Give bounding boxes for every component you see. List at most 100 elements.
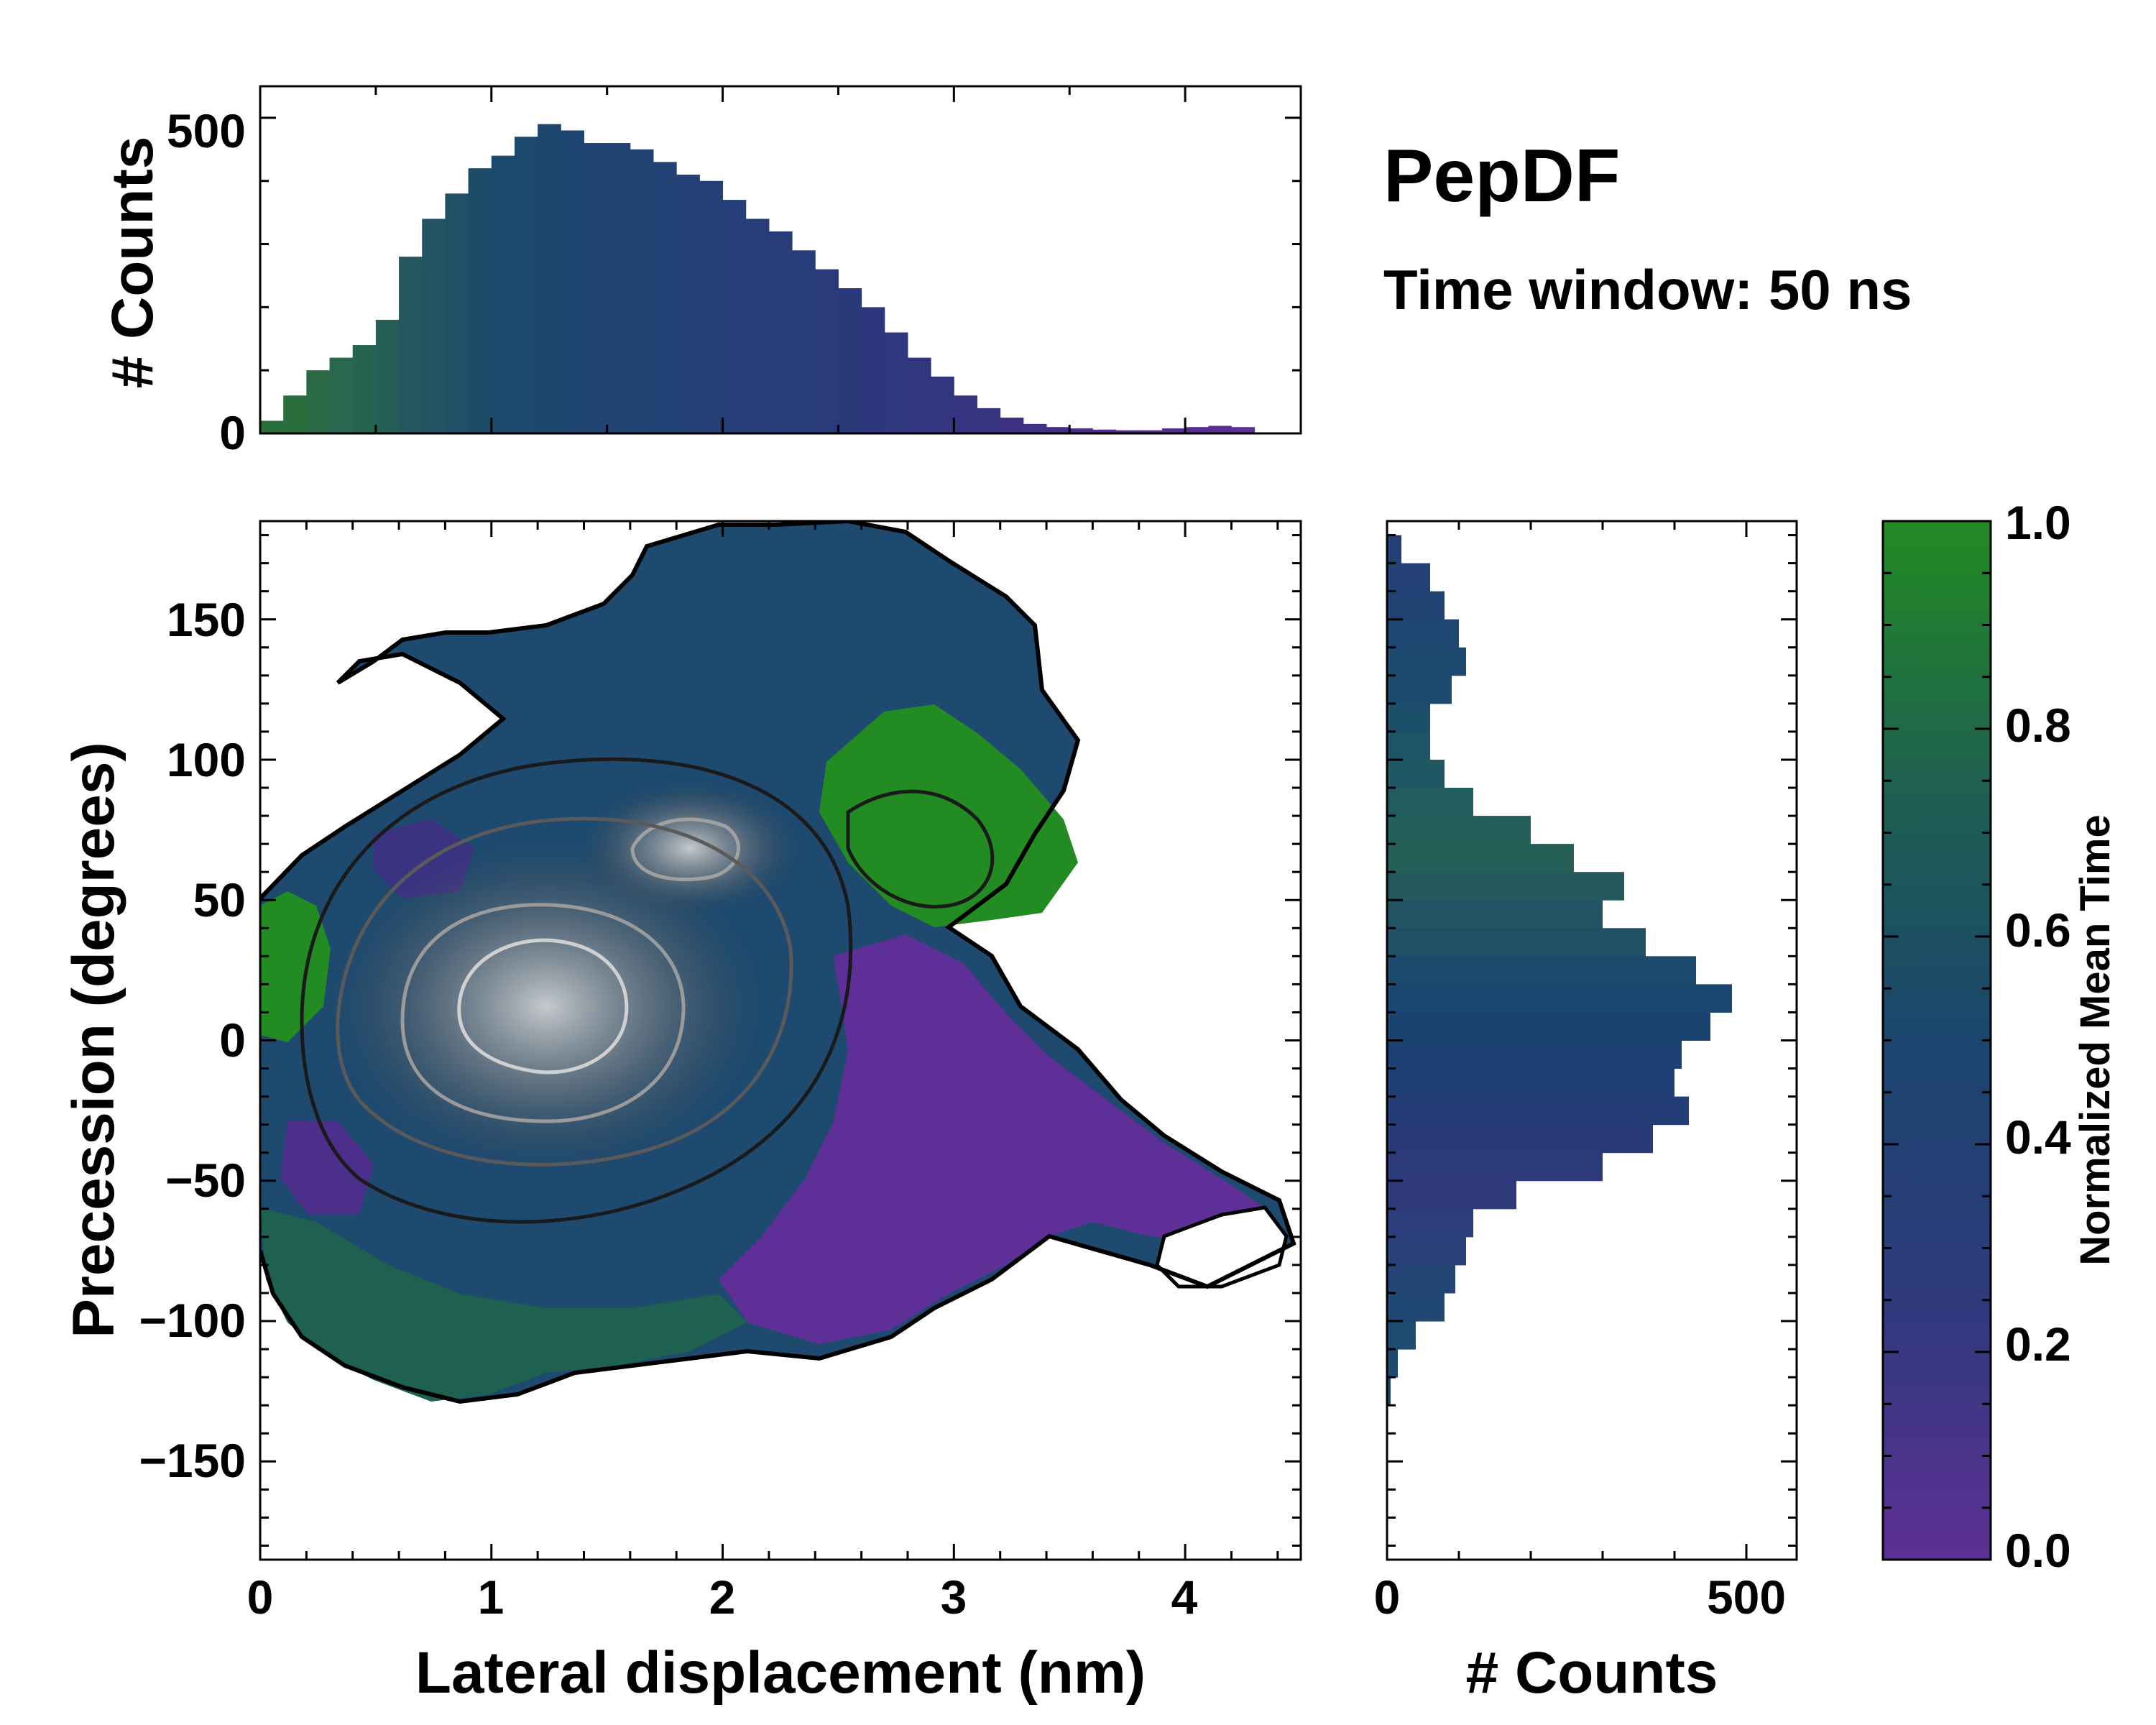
top-histogram-bar xyxy=(468,168,492,433)
top-histogram-bar xyxy=(260,420,284,433)
colorbar-tick-label-0.0: 0.0 xyxy=(2005,1524,2071,1577)
top-histogram-bar xyxy=(352,345,377,433)
top-histogram-bar xyxy=(1208,426,1232,433)
heatmap-green-region-bottom xyxy=(260,1208,747,1402)
right-histogram-bar xyxy=(1387,1012,1710,1041)
top-histogram-bar xyxy=(792,250,816,433)
top-histogram-bar xyxy=(422,218,446,433)
colorbar-tick-label-1.0: 1.0 xyxy=(2005,496,2071,549)
top-histogram-bar xyxy=(1115,430,1140,433)
top-histogram-bar xyxy=(375,319,400,433)
outer-contour xyxy=(260,521,1296,1404)
right-histogram-bar xyxy=(1387,1040,1682,1070)
right-histogram-ticks xyxy=(1386,521,1797,1560)
figure-subtitle: Time window: 50 ns xyxy=(1383,258,1912,321)
top-histogram-bar xyxy=(1046,427,1070,433)
right-histogram-bar xyxy=(1387,1068,1674,1098)
inner-contour-3 xyxy=(630,817,740,882)
right-histogram-bar xyxy=(1387,1349,1398,1378)
top-histogram-frame xyxy=(259,85,1302,435)
top-ytick-label-500: 500 xyxy=(167,104,246,157)
right-histogram-bar xyxy=(1387,956,1696,985)
top-histogram-bar xyxy=(676,174,700,434)
top-histogram-bar xyxy=(329,357,354,433)
right-histogram-bar xyxy=(1387,675,1452,704)
right-histogram-bar xyxy=(1387,619,1459,648)
right-histogram-bar xyxy=(1387,1236,1466,1266)
right-histogram-bar xyxy=(1387,928,1646,957)
main-ytick-label-100: 100 xyxy=(167,733,246,786)
right-histogram-bar xyxy=(1387,816,1531,845)
top-histogram-bar xyxy=(399,257,423,433)
top-ytick-label-0: 0 xyxy=(219,406,246,459)
right-histogram-bars xyxy=(1387,535,1732,1406)
right-histogram-bar xyxy=(1387,703,1430,732)
top-histogram-bar xyxy=(514,137,538,433)
right-histogram: 0 500 # Counts xyxy=(1374,520,1798,1706)
top-histogram-bar xyxy=(838,288,862,433)
top-histogram-bar xyxy=(699,180,724,433)
top-histogram-bar xyxy=(306,370,331,433)
top-histogram-bar xyxy=(561,130,584,434)
top-histogram-bar xyxy=(538,124,561,433)
mid-contour-3 xyxy=(846,789,995,908)
right-histogram-bar xyxy=(1387,759,1445,788)
top-histogram-bar xyxy=(630,149,654,433)
colorbar-tick-label-0.8: 0.8 xyxy=(2005,699,2071,752)
top-histogram-bar xyxy=(653,162,677,433)
main-ylabel: Precession (degrees) xyxy=(61,742,126,1338)
main-xtick-label-2: 2 xyxy=(709,1570,736,1624)
right-histogram-bar xyxy=(1387,1152,1603,1182)
heatmap-purple-region-left xyxy=(280,1121,374,1215)
top-histogram-bar xyxy=(815,269,839,433)
top-histogram-bar xyxy=(884,332,908,433)
top-histogram-bar xyxy=(1023,423,1047,433)
top-histogram-bar xyxy=(607,143,631,433)
main-xtick-label-0: 0 xyxy=(247,1570,274,1624)
right-histogram-bar xyxy=(1387,1264,1455,1294)
right-histogram-bar xyxy=(1387,647,1466,676)
inner-contour-2 xyxy=(457,938,629,1075)
main-xtick-label-4: 4 xyxy=(1171,1570,1198,1624)
right-histogram-xlabel: # Counts xyxy=(1466,1640,1718,1706)
right-histogram-bar xyxy=(1387,844,1574,873)
top-histogram-bar xyxy=(977,408,1001,433)
top-histogram-bar xyxy=(584,143,608,433)
top-histogram: 500 0 # Counts xyxy=(100,85,1302,459)
top-histogram-bar xyxy=(745,218,770,433)
top-histogram-bar xyxy=(1000,418,1024,433)
main-ticks xyxy=(259,521,1301,1560)
main-xtick-label-1: 1 xyxy=(478,1570,505,1624)
colorbar-tick-label-0.6: 0.6 xyxy=(2005,903,2071,957)
right-histogram-bar xyxy=(1387,900,1603,929)
right-xtick-label-500: 500 xyxy=(1707,1570,1786,1624)
heatmap-green-region-left xyxy=(260,891,331,1042)
colorbar-gradient xyxy=(1881,520,1992,1561)
right-histogram-bar xyxy=(1387,984,1732,1013)
inner-contour-1 xyxy=(400,903,686,1123)
colorbar: 1.0 0.8 0.6 0.4 0.2 0.0 Normalized Mean … xyxy=(1881,496,2119,1577)
colorbar-ticks xyxy=(1883,520,1991,1561)
top-histogram-ticks xyxy=(259,86,1302,435)
right-histogram-bar xyxy=(1387,872,1624,901)
right-xtick-label-0: 0 xyxy=(1374,1570,1401,1624)
right-histogram-bar xyxy=(1387,1208,1473,1238)
right-histogram-bar xyxy=(1387,1321,1416,1350)
top-histogram-ylabel: # Counts xyxy=(100,137,165,389)
top-histogram-bar xyxy=(954,395,978,433)
main-ytick-label-150: 150 xyxy=(167,593,246,646)
colorbar-tick-label-0.2: 0.2 xyxy=(2005,1317,2071,1371)
mid-contour-1 xyxy=(300,757,853,1224)
right-histogram-bar xyxy=(1387,1124,1653,1154)
main-xtick-label-3: 3 xyxy=(941,1570,967,1624)
colorbar-tick-label-0.4: 0.4 xyxy=(2005,1110,2071,1164)
colorbar-label: Normalized Mean Time xyxy=(2072,814,2119,1265)
top-histogram-bar xyxy=(907,357,931,433)
top-histogram-bars xyxy=(260,124,1256,434)
top-histogram-bar xyxy=(1069,428,1093,433)
density-core xyxy=(331,841,762,1172)
top-histogram-bar xyxy=(491,155,515,433)
main-heatmap: 0 1 2 3 4 150 100 50 0 −50 −100 −150 Lat… xyxy=(61,520,1302,1706)
heatmap-purple-region xyxy=(719,934,1265,1344)
